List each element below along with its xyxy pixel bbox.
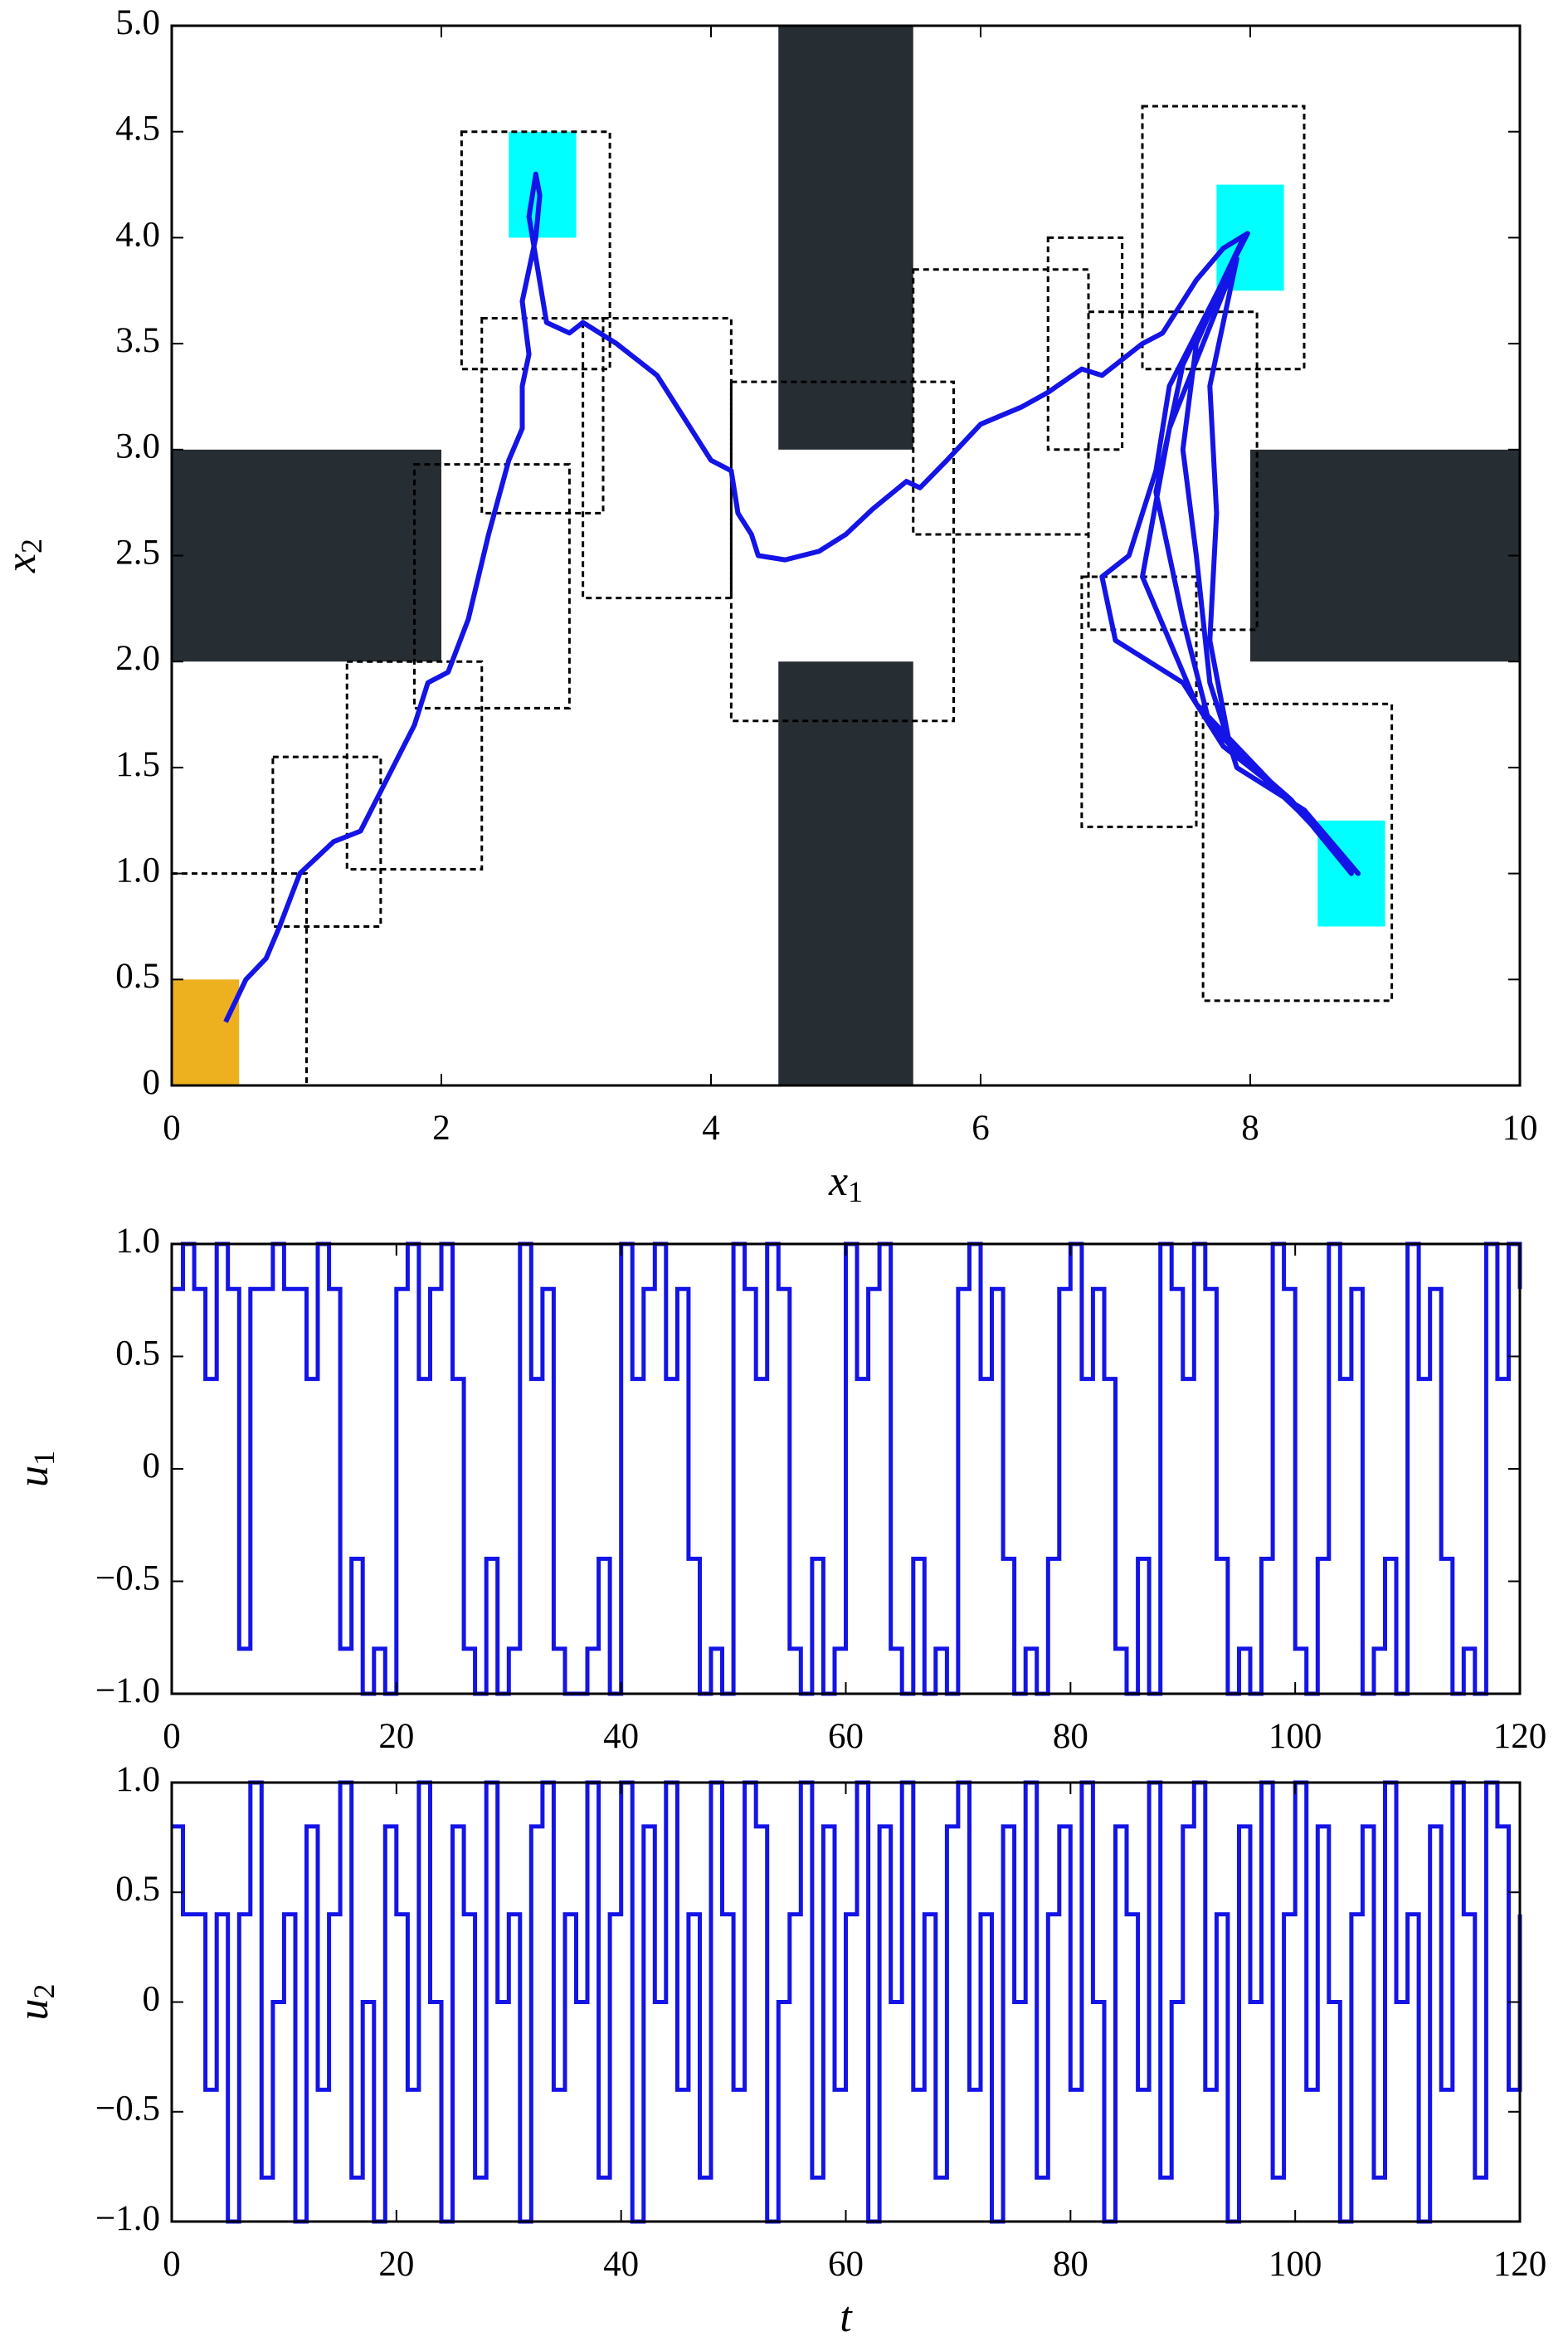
goal-regions <box>509 131 577 238</box>
x-tick-label: 80 <box>1053 2245 1088 2284</box>
dashed-box <box>1087 310 1259 632</box>
x-tick-label: 60 <box>828 1717 864 1756</box>
dashed-box <box>480 316 605 515</box>
y-tick-label: 0 <box>143 1979 161 2018</box>
y-tick-label: 0 <box>143 1063 161 1102</box>
obstacles <box>172 449 441 662</box>
x-tick-label: 8 <box>1241 1109 1259 1148</box>
y-tick-label: −0.5 <box>95 1558 160 1597</box>
obstacles <box>778 26 913 450</box>
trajectory <box>223 171 1361 1023</box>
y-tick-label: −1.0 <box>95 1671 160 1710</box>
x-axis-label-main: x <box>828 1158 848 1205</box>
x-tick-label: 2 <box>432 1109 450 1148</box>
y-axis-label-sub: 2 <box>27 1984 61 1999</box>
x-axis-label-main: t <box>840 2294 853 2341</box>
x-tick-label: 40 <box>603 1717 639 1756</box>
x-tick-label: 20 <box>378 1717 414 1756</box>
x-tick-label: 80 <box>1053 1717 1088 1756</box>
dashed-box <box>1141 105 1306 371</box>
x-tick-label: 4 <box>702 1109 720 1148</box>
y-tick-label: 1.5 <box>115 745 160 784</box>
x-tick-label: 120 <box>1493 1717 1547 1756</box>
y-axis-label: u2 <box>10 1984 61 2021</box>
y-axis-label-sub: 2 <box>15 539 48 554</box>
y-tick-label: 4.0 <box>115 215 160 254</box>
x-tick-label: 20 <box>378 2245 414 2284</box>
y-tick-label: 0.5 <box>115 1870 160 1909</box>
x-tick-label: 40 <box>603 2245 639 2284</box>
y-axis-label-main: u <box>10 1466 57 1487</box>
x-axis-label: x1 <box>828 1158 863 1208</box>
dashed-box <box>912 268 1090 536</box>
y-tick-label: 3.0 <box>115 427 160 466</box>
y-tick-label: 3.5 <box>115 321 160 360</box>
dashed-box <box>460 130 611 371</box>
dashed-box <box>582 316 733 600</box>
x-tick-label: 0 <box>163 1717 181 1756</box>
dashed-box <box>1046 236 1124 451</box>
x-tick-label: 6 <box>971 1109 990 1148</box>
y-tick-label: 1.0 <box>115 1760 160 1799</box>
dashed-box <box>271 755 382 928</box>
y-tick-label: 4.5 <box>115 110 160 149</box>
x-axis-label: t <box>840 2294 853 2341</box>
x-tick-label: 120 <box>1493 2245 1547 2284</box>
y-tick-label: 0.5 <box>115 1334 160 1373</box>
y-tick-label: −0.5 <box>95 2090 160 2129</box>
x-tick-label: 60 <box>828 2245 864 2284</box>
obstacles <box>1250 449 1520 662</box>
y-tick-label: −1.0 <box>95 2199 160 2238</box>
dashed-box <box>1201 702 1394 1002</box>
dashed-box <box>729 380 955 723</box>
start-region <box>172 979 240 1085</box>
x-axis-label-sub: 1 <box>848 1175 863 1208</box>
y-tick-label: 1.0 <box>115 1222 160 1261</box>
dashed-box <box>345 660 484 871</box>
y-tick-label: 0 <box>143 1446 161 1485</box>
x-tick-label: 0 <box>163 2245 181 2284</box>
y-tick-label: 5.0 <box>115 3 160 42</box>
y-tick-label: 2.0 <box>115 639 160 678</box>
x-tick-label: 100 <box>1269 2245 1322 2284</box>
y-axis-label-main: u <box>10 1999 57 2021</box>
x-tick-label: 0 <box>163 1109 181 1148</box>
obstacles <box>778 661 913 1085</box>
y-tick-label: 2.5 <box>115 533 160 572</box>
control-signal <box>172 1241 1522 1696</box>
y-axis-label-sub: 1 <box>27 1451 61 1466</box>
x-tick-label: 10 <box>1502 1109 1538 1148</box>
y-axis-label: x2 <box>0 539 48 573</box>
y-tick-label: 0.5 <box>115 957 160 996</box>
y-tick-label: 1.0 <box>115 851 160 890</box>
y-axis-label-main: x <box>0 554 45 573</box>
y-axis-label: u1 <box>10 1451 61 1487</box>
x-tick-label: 100 <box>1269 1717 1322 1756</box>
